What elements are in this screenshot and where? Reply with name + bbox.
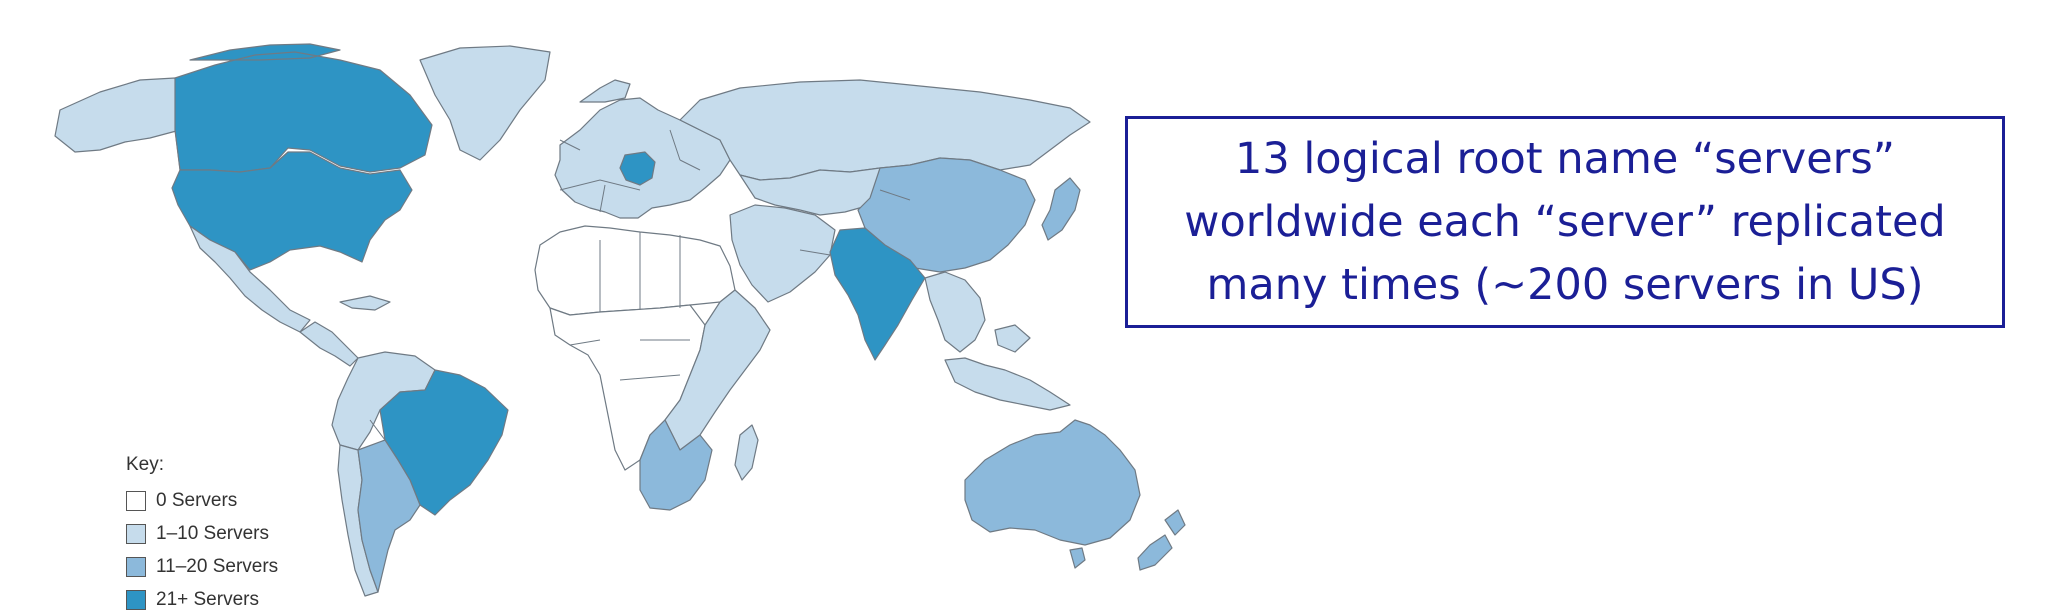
region-north-africa — [534, 225, 736, 316]
region-middle-east — [729, 204, 836, 303]
info-box: 13 logical root name “servers” worldwide… — [1125, 116, 2005, 328]
info-text: 13 logical root name “servers” worldwide… — [1184, 133, 1946, 310]
legend-title: Key: — [126, 454, 165, 475]
world-map — [54, 43, 1186, 597]
legend-label-21-plus-servers: 21+ Servers — [156, 588, 259, 610]
legend-label-11-20-servers: 11–20 Servers — [156, 555, 279, 577]
region-new-zealand — [1137, 509, 1186, 571]
map-borders — [174, 129, 911, 481]
legend-item-21-plus-servers: 21+ Servers — [126, 583, 278, 616]
region-madagascar — [734, 424, 759, 481]
region-east-africa — [664, 289, 771, 451]
legend-label-0-servers: 0 Servers — [156, 489, 238, 511]
legend: Key: 0 Servers 1–10 Servers 11–20 Server… — [126, 454, 278, 616]
region-canada — [174, 43, 433, 173]
legend-swatch-1-10-servers — [126, 523, 146, 544]
legend-swatch-11-20-servers — [126, 556, 146, 577]
legend-swatch-21-plus-servers — [126, 589, 146, 610]
legend-label-1-10-servers: 1–10 Servers — [156, 522, 270, 544]
region-south-africa — [639, 419, 713, 511]
region-europe — [554, 79, 731, 219]
legend-item-11-20-servers: 11–20 Servers — [126, 550, 278, 583]
region-russia — [679, 79, 1091, 181]
world-map-container: Key: 0 Servers 1–10 Servers 11–20 Server… — [40, 40, 1210, 610]
region-japan — [1041, 177, 1081, 241]
region-greenland — [419, 45, 551, 161]
region-germany — [619, 151, 656, 186]
region-india — [829, 227, 926, 361]
region-southeast-asia — [924, 271, 986, 353]
region-indonesia — [944, 324, 1071, 411]
region-northern-south-america — [331, 351, 436, 451]
region-alaska — [54, 77, 181, 153]
region-australia — [964, 419, 1141, 569]
legend-swatch-0-servers — [126, 490, 146, 511]
legend-item-1-10-servers: 1–10 Servers — [126, 517, 278, 550]
legend-item-0-servers: 0 Servers — [126, 484, 278, 517]
